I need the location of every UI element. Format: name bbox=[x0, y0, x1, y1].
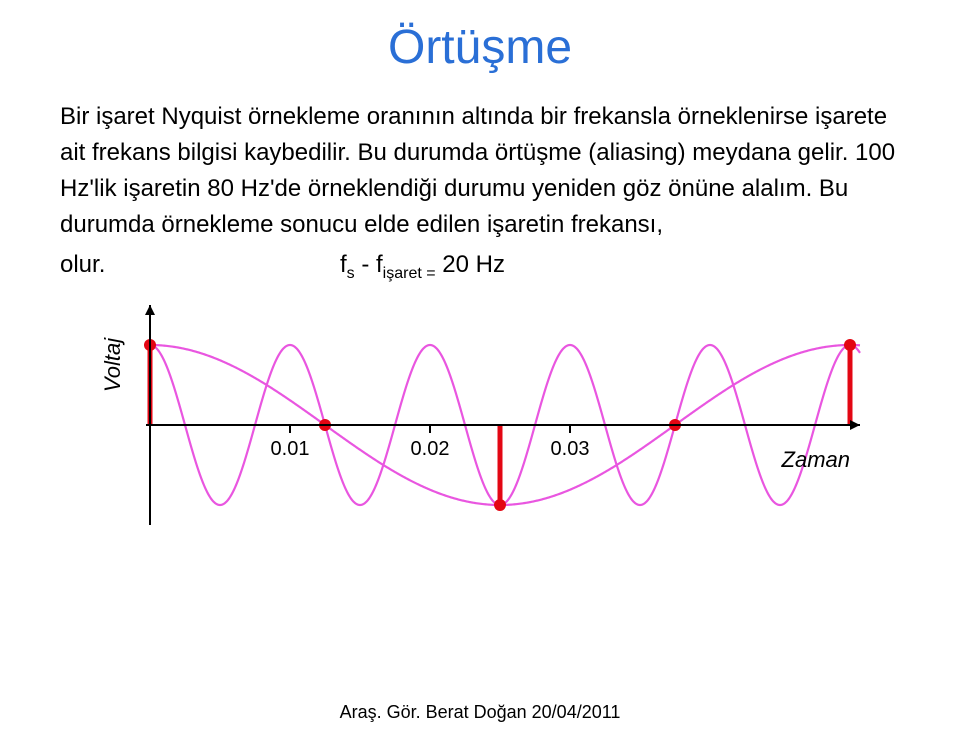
x-tick-label: 0.01 bbox=[271, 438, 310, 460]
x-tick-label: 0.03 bbox=[551, 438, 590, 460]
body-paragraph: Bir işaret Nyquist örnekleme oranının al… bbox=[60, 99, 900, 243]
y-axis-label: Voltaj bbox=[100, 337, 125, 392]
page-title: Örtüşme bbox=[60, 20, 900, 75]
formula-row: olur. fs - fişaret = 20 Hz bbox=[60, 251, 900, 283]
formula-f2: f bbox=[376, 251, 383, 278]
formula-minus: - bbox=[355, 251, 376, 278]
formula: fs - fişaret = 20 Hz bbox=[300, 251, 900, 283]
formula-sub-s: s bbox=[347, 265, 355, 282]
chart-svg: 0.01 0.02 0.03 Voltaj Zaman bbox=[60, 295, 900, 555]
result-word: olur. bbox=[60, 251, 300, 279]
formula-sub-isaret: işaret = bbox=[383, 265, 436, 282]
aliasing-chart: 0.01 0.02 0.03 Voltaj Zaman bbox=[60, 295, 900, 560]
formula-f1: f bbox=[340, 251, 347, 278]
title-text: Örtüşme bbox=[388, 21, 572, 74]
x-axis-arrow bbox=[850, 420, 860, 430]
y-axis-arrow bbox=[145, 305, 155, 315]
footer: Araş. Gör. Berat Doğan 20/04/2011 bbox=[0, 702, 960, 723]
formula-value: 20 Hz bbox=[436, 251, 505, 278]
x-tick-label: 0.02 bbox=[411, 438, 450, 460]
x-axis-label: Zaman bbox=[781, 447, 850, 472]
sample-dot bbox=[494, 499, 506, 511]
sample-dot bbox=[844, 339, 856, 351]
